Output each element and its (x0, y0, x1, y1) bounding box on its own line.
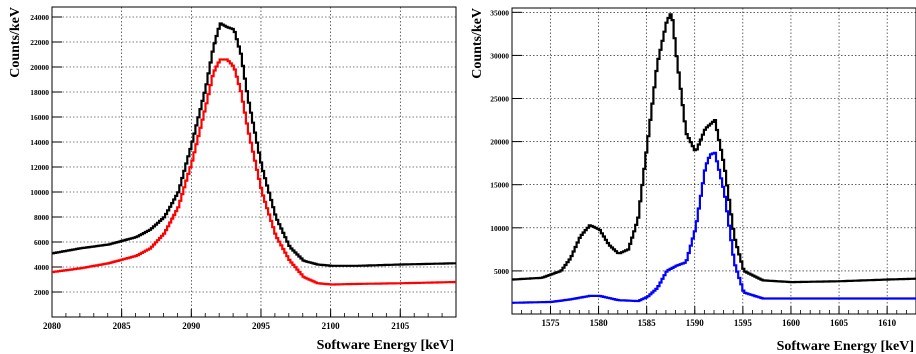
y-tick-label: 6000 (34, 238, 49, 247)
y-tick-label: 8000 (34, 213, 49, 222)
series-line (512, 151, 916, 304)
y-tick-label: 24000 (30, 13, 49, 22)
right-chart: 1575 1580 1585 1590 1595 1600 1605 1610 5000 100… (470, 7, 916, 354)
y-tick-label: 12000 (30, 163, 49, 172)
y-tick-label: 22000 (30, 38, 49, 47)
x-tick-label: 2100 (322, 321, 341, 331)
right-x-axis-title: Software Energy [keV] (777, 339, 914, 354)
x-tick-label: 1575 (541, 318, 560, 328)
right-y-axis-title: Counts/keV (470, 8, 485, 79)
y-tick-label: 5000 (494, 267, 509, 276)
y-tick-label: 15000 (490, 181, 509, 190)
y-tick-label: 10000 (490, 224, 509, 233)
right-series (512, 13, 916, 304)
right-plot-frame (511, 7, 916, 315)
left-x-axis-title: Software Energy [keV] (317, 338, 454, 353)
left-chart: 2080 2085 2090 2095 2100 2105 2000 4000 6000 800… (8, 6, 457, 353)
series-line (512, 13, 916, 284)
right-grid (512, 8, 916, 314)
right-x-ticks: 1575 1580 1585 1590 1595 1600 1605 1610 (511, 306, 916, 328)
series-line (52, 58, 456, 286)
left-y-axis-title: Counts/keV (8, 7, 23, 78)
left-x-ticks: 2080 2085 2090 2095 2100 2105 (43, 309, 457, 331)
y-tick-label: 4000 (34, 263, 49, 272)
y-tick-label: 25000 (490, 95, 509, 104)
x-tick-label: 2085 (113, 321, 132, 331)
x-tick-label: 1580 (590, 318, 609, 328)
x-tick-label: 1600 (782, 318, 801, 328)
x-tick-label: 1610 (878, 318, 897, 328)
y-tick-label: 10000 (30, 188, 49, 197)
left-plot-frame (51, 6, 457, 318)
x-tick-label: 1595 (734, 318, 753, 328)
y-tick-label: 20000 (490, 138, 509, 147)
x-tick-label: 2095 (252, 321, 271, 331)
left-y-ticks: 2000 4000 6000 8000 10000 12000 14000 16000 1800… (30, 13, 62, 297)
y-tick-label: 2000 (34, 288, 49, 297)
x-tick-label: 1590 (686, 318, 705, 328)
y-tick-label: 18000 (30, 88, 49, 97)
x-tick-label: 2090 (182, 321, 201, 331)
left-grid (51, 7, 456, 317)
y-tick-label: 14000 (30, 138, 49, 147)
x-tick-label: 1605 (830, 318, 849, 328)
x-tick-label: 2080 (43, 321, 62, 331)
y-tick-label: 35000 (490, 8, 509, 17)
y-tick-label: 16000 (30, 113, 49, 122)
x-tick-label: 1585 (638, 318, 657, 328)
y-tick-label: 20000 (30, 63, 49, 72)
left-series (52, 22, 456, 286)
y-tick-label: 30000 (490, 51, 509, 60)
right-y-ticks: 5000 10000 15000 20000 25000 30000 35000 (490, 8, 522, 276)
x-tick-label: 2105 (391, 321, 410, 331)
series-line (52, 22, 456, 267)
